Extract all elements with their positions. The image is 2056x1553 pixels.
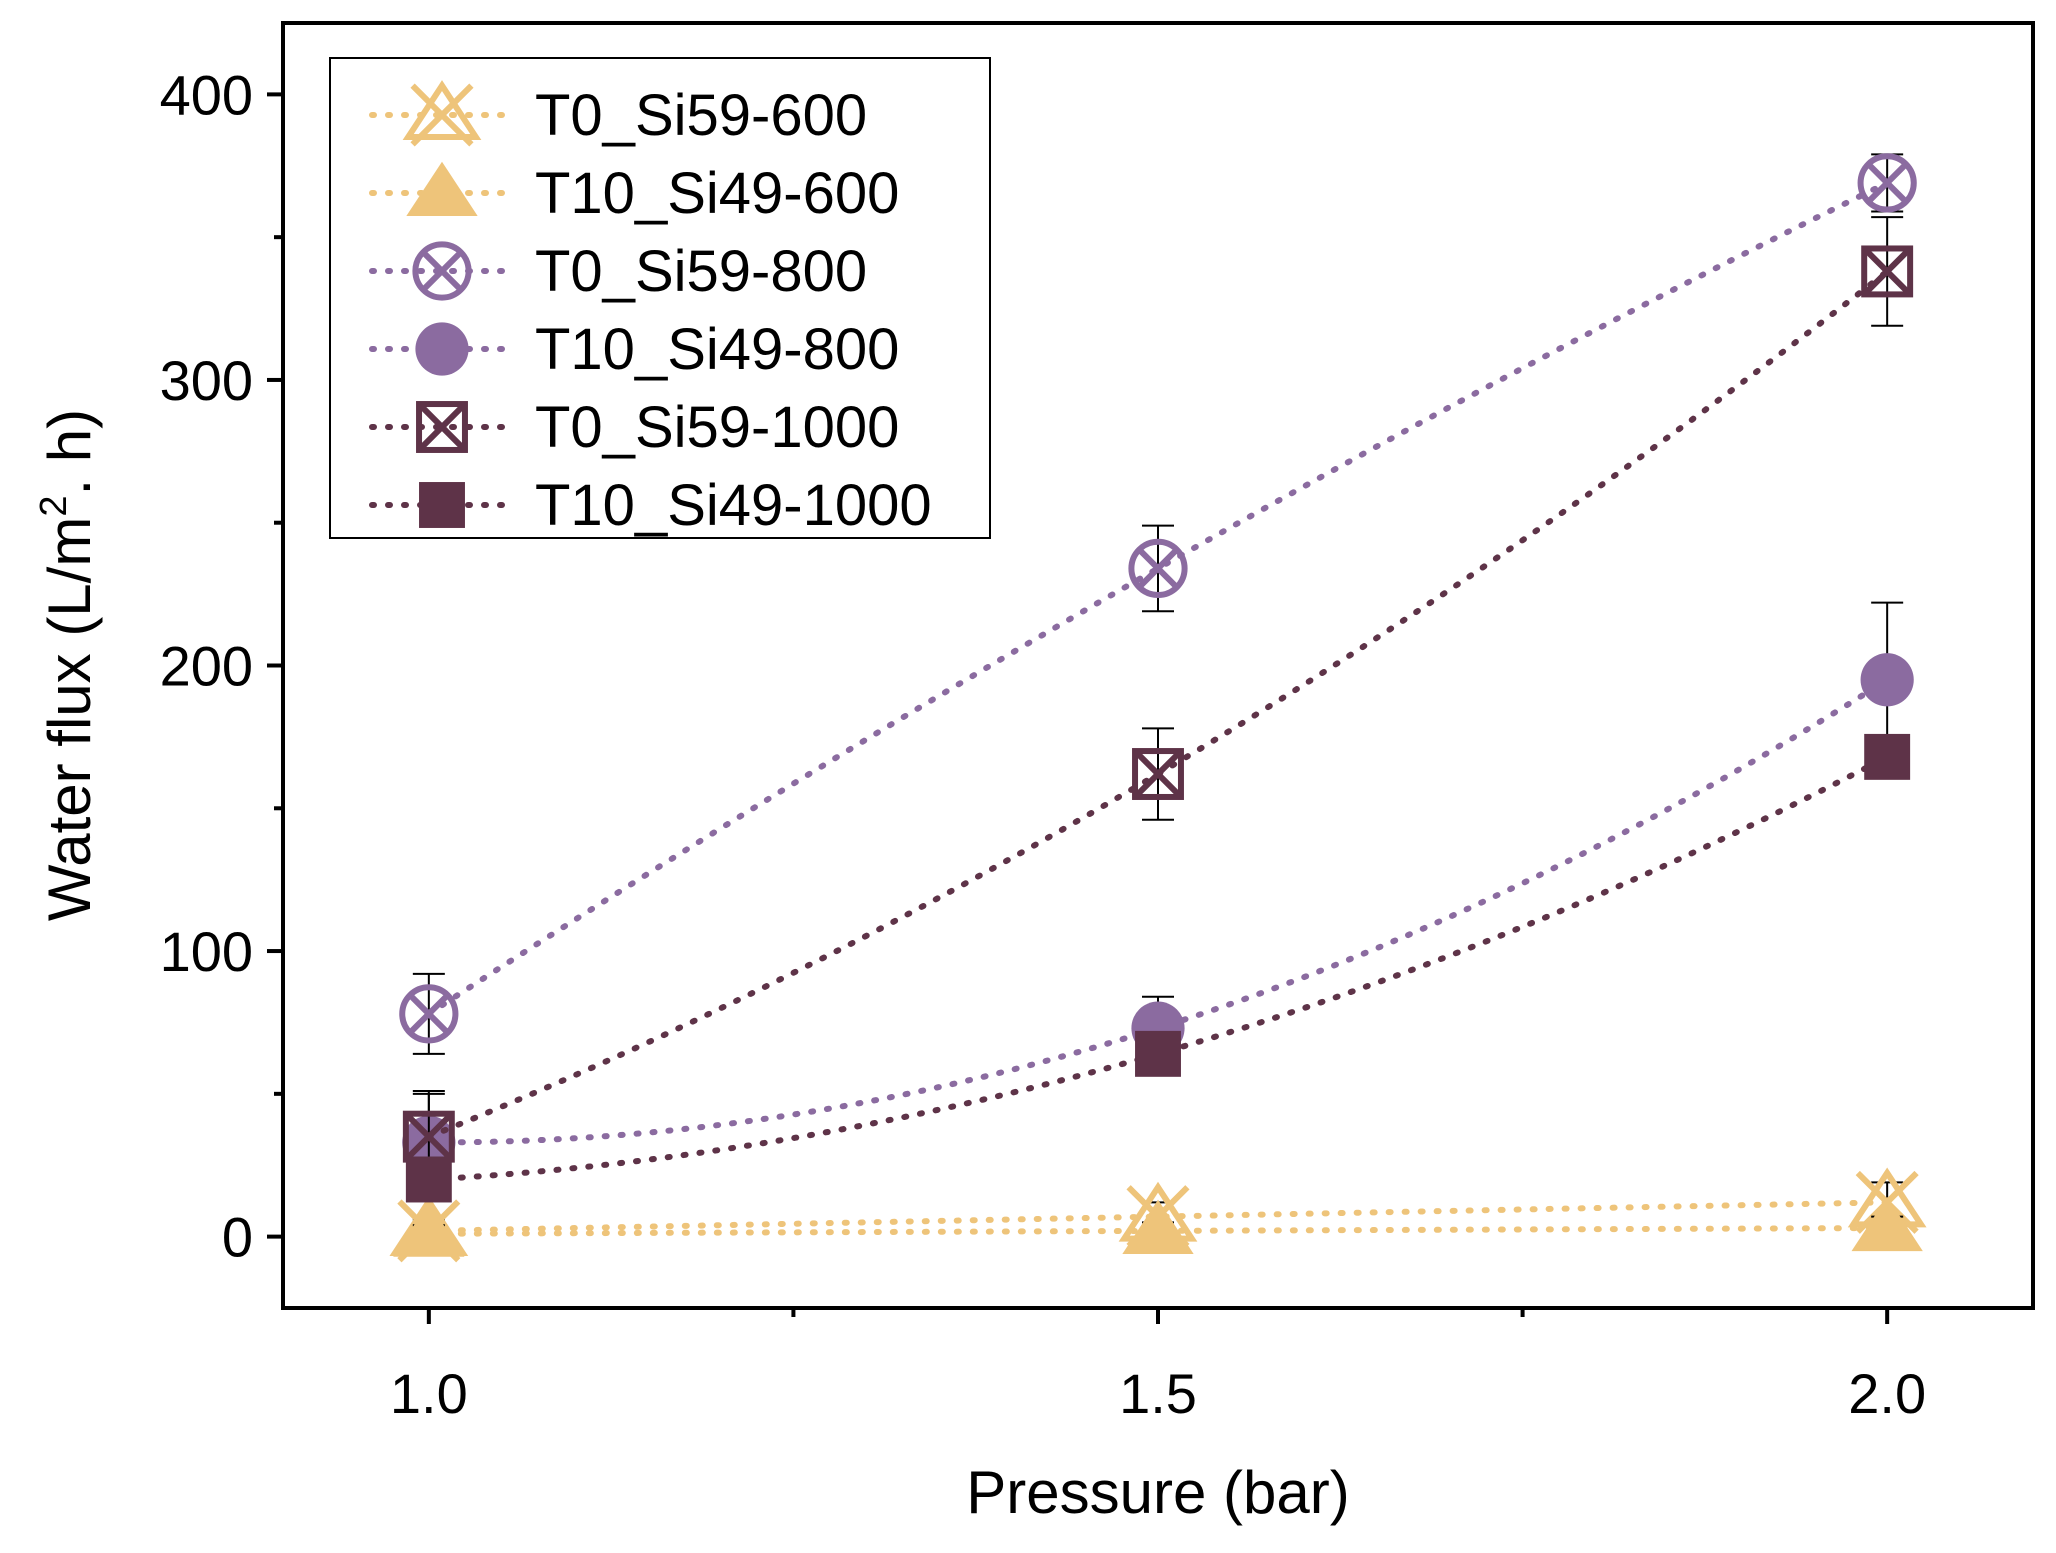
legend-label: T10_Si49-1000	[535, 473, 932, 538]
legend-entry: T10_Si49-800	[369, 317, 899, 382]
marker-cross	[420, 249, 464, 293]
marker-square	[419, 482, 465, 528]
marker-circle	[399, 984, 459, 1044]
marker-square	[416, 401, 468, 453]
marker-triangle	[402, 80, 482, 141]
marker-circle	[1857, 153, 1917, 213]
marker-triangle	[1851, 1196, 1923, 1252]
legend-entry: T10_Si49-600	[369, 161, 899, 226]
marker-triangle	[393, 1202, 465, 1257]
series-T10_Si49-800	[402, 601, 1914, 1195]
marker-cross	[1862, 246, 1913, 297]
y-axis-title: Water flux (L/m2. h)	[33, 409, 103, 921]
x-tick-label: 1.0	[390, 1362, 468, 1425]
marker-square	[1861, 245, 1914, 298]
x-tick-label: 1.5	[1119, 1362, 1197, 1425]
series-T10_Si49-1000	[405, 733, 1911, 1203]
y-axis-title-superscript: 2	[33, 496, 75, 517]
marker-square	[1135, 1030, 1181, 1077]
legend-entry: T0_Si59-600	[369, 80, 867, 148]
legend-label: T10_Si49-800	[535, 317, 899, 382]
series-T0_Si59-800	[399, 153, 1917, 1055]
series-T0_Si59-1000	[402, 216, 1914, 1181]
marker-cross	[403, 1111, 454, 1162]
marker-square	[1132, 748, 1184, 800]
marker-cross	[1866, 161, 1909, 205]
y-tick-label: 200	[160, 635, 253, 698]
marker-square	[405, 1156, 452, 1203]
legend-label: T0_Si59-800	[535, 239, 867, 304]
x-tick-label: 2.0	[1848, 1362, 1926, 1425]
marker-circle	[415, 322, 469, 376]
series-trend-line	[425, 676, 1891, 1146]
legend-entry: T0_Si59-800	[369, 239, 867, 304]
legend-label: T0_Si59-600	[535, 83, 867, 148]
legend: T0_Si59-600 T10_Si49-600 T0_Si59-800 T10_Si…	[329, 57, 991, 539]
marker-cross	[407, 992, 450, 1036]
marker-circle	[1128, 538, 1188, 599]
y-tick-label: 300	[160, 349, 253, 412]
plot-content	[389, 153, 1927, 1263]
marker-circle	[1860, 653, 1914, 707]
marker-cross	[410, 83, 474, 147]
marker-cross	[1136, 547, 1180, 590]
legend-label: T10_Si49-600	[535, 161, 899, 226]
x-axis-title: Pressure (bar)	[966, 1459, 1349, 1526]
marker-cross	[416, 401, 468, 453]
legend-entry: T10_Si49-1000	[369, 473, 932, 538]
y-tick-label: 0	[222, 1206, 253, 1269]
y-tick-label: 400	[160, 63, 253, 126]
legend-entry: T0_Si59-1000	[369, 395, 899, 460]
marker-triangle	[406, 161, 478, 217]
marker-square	[1864, 733, 1911, 780]
legend-label: T0_Si59-1000	[535, 395, 899, 460]
marker-cross	[1132, 748, 1184, 800]
marker-triangle	[1122, 1199, 1194, 1254]
y-axis-title-main: Water flux (L/m	[36, 517, 103, 922]
y-tick-label: 100	[160, 920, 253, 983]
series-T10_Si49-600	[393, 1196, 1923, 1257]
series-trend-line	[425, 179, 1891, 1017]
axes: 1.0 1.5 2.0 0 100 200 300 400	[160, 63, 1927, 1425]
y-axis-title-suffix: . h)	[36, 409, 103, 496]
marker-circle	[412, 241, 472, 301]
